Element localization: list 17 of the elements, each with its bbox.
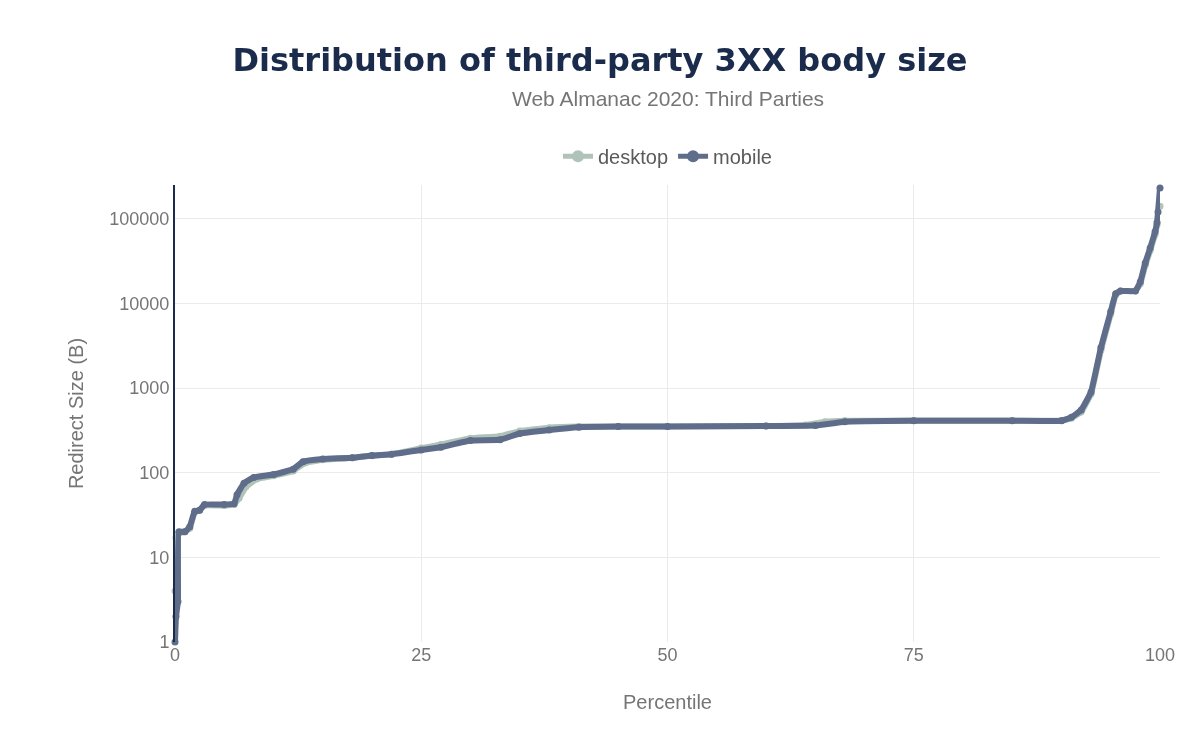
- chart-subtitle: Web Almanac 2020: Third Parties: [512, 87, 825, 110]
- x-tick-label: 0: [169, 645, 181, 665]
- legend-label: mobile: [713, 146, 772, 169]
- x-tick-label: 75: [903, 645, 924, 665]
- y-tick-label: 10: [149, 547, 170, 568]
- chart-title: Distribution of third-party 3XX body size: [232, 40, 968, 79]
- x-axis-title: Percentile: [623, 690, 712, 713]
- y-axis-title: Redirect Size (B): [65, 337, 88, 490]
- x-tick-label: 100: [1144, 645, 1176, 665]
- y-tick-label: 1000: [129, 378, 170, 399]
- y-tick-label: 100: [139, 462, 170, 483]
- legend-label: desktop: [598, 146, 669, 169]
- y-tick-label: 1: [159, 632, 170, 653]
- y-tick-label: 10000: [119, 293, 170, 314]
- x-tick-label: 50: [657, 645, 678, 665]
- y-tick-label: 100000: [109, 208, 170, 229]
- x-tick-label: 25: [411, 645, 432, 665]
